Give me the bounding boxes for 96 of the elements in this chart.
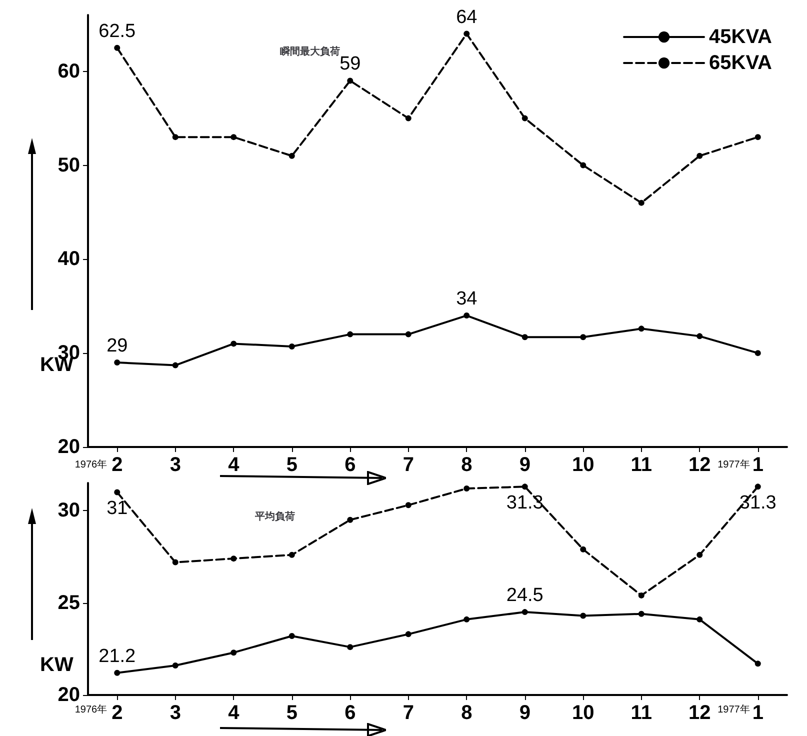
point [230,650,237,656]
y-tick-label: 20 [58,436,80,458]
text: 1976年 [74,704,108,716]
x-tick-label: 9 [519,702,530,724]
point [522,334,528,340]
point [464,486,470,492]
point [114,670,120,676]
point [580,334,586,340]
y-axis-title: KW [40,654,74,676]
x-tick-label: 7 [402,702,414,724]
point [347,78,354,84]
x-tick-label: 2 [112,702,123,724]
x-tick-label: 8 [461,454,472,476]
point [114,44,120,51]
point [522,609,528,616]
point [580,162,586,168]
point [754,484,761,490]
point [405,502,412,508]
point [347,331,354,338]
x-tick-label: 3 [170,454,181,476]
point [230,340,237,347]
legend-label: 65KVA [709,52,772,74]
x-tick-label: 6 [344,454,356,476]
x-tick-label: 3 [170,702,181,724]
point [114,359,120,366]
point [405,115,412,122]
point [347,516,354,523]
point [580,612,586,619]
point [580,546,586,552]
legend-label: 45KVA [709,26,772,48]
x-tick-label: 7 [402,454,414,476]
point [288,633,295,640]
point [464,616,470,622]
point [696,552,703,558]
x-tick-label: 1 [752,702,764,724]
data-label: 34 [456,288,478,310]
x-tick-label: 4 [228,454,240,476]
point [754,134,761,140]
data-label: 29 [106,335,128,356]
point [638,610,644,617]
point [288,552,295,558]
x-tick-label: 10 [572,454,594,476]
x-tick-label: 4 [228,702,240,724]
x-tick-label: 6 [344,702,356,724]
x-tick-label: 10 [572,702,594,724]
point [172,662,178,669]
point [754,660,761,667]
x-tick-label: 8 [461,702,472,724]
text: 平均負荷 [254,510,295,522]
point [288,152,295,159]
data-label: 31 [106,498,128,520]
data-label: 59 [340,54,361,75]
x-tick-label: 11 [630,454,652,476]
point [114,489,120,496]
text: 1977年 [718,458,750,470]
text: 1976年 [74,458,108,470]
point [288,344,295,350]
x-tick-label: 12 [688,702,711,724]
point [696,333,703,340]
text: 瞬間最大負荷 [280,46,340,58]
point [522,115,528,122]
y-tick-label: 25 [58,592,80,614]
point [230,134,237,140]
x-tick-label: 2 [112,454,123,476]
point [522,484,528,490]
point [347,644,354,650]
point [696,616,703,622]
point [405,631,412,638]
data-label: 62.5 [98,20,136,42]
x-tick-label: 12 [688,454,711,476]
point [464,312,470,319]
x-tick-label: 5 [286,702,298,724]
y-tick-label: 30 [58,500,80,522]
y-tick-label: 20 [58,684,80,706]
data-label: 24.5 [506,585,544,606]
data-label: 21.2 [98,646,136,667]
point [696,152,703,159]
y-tick-label: 60 [58,60,80,82]
point [464,30,470,37]
point [638,592,644,598]
y-tick-label: 40 [58,248,80,270]
x-tick-label: 11 [630,702,652,724]
point [754,350,761,356]
x-tick-label: 9 [519,454,530,476]
point [230,556,237,562]
point [172,559,178,566]
point [638,326,644,332]
text: 1977年 [718,704,750,716]
y-tick-label: 50 [58,154,80,176]
data-label: 64 [456,6,478,28]
x-tick-label: 5 [286,454,298,476]
point [638,200,644,206]
x-tick-label: 1 [752,454,764,476]
point [405,331,412,338]
point [172,362,178,368]
point [172,134,178,140]
